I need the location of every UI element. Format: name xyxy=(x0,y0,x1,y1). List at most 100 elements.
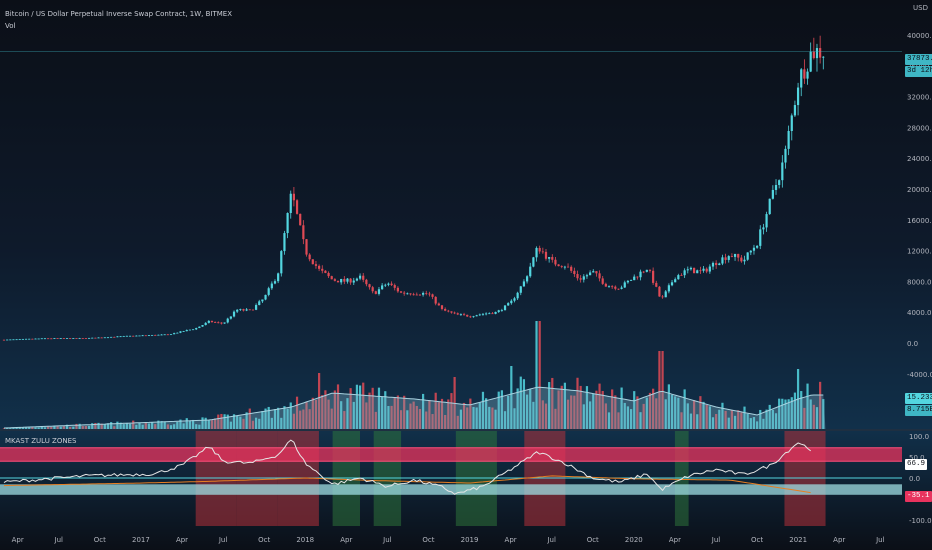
volume-bar xyxy=(768,404,771,429)
candle-body xyxy=(752,247,756,251)
volume-bar xyxy=(270,417,273,429)
currency-unit[interactable]: USD xyxy=(913,4,928,12)
candle-body xyxy=(481,313,485,315)
volume-bar xyxy=(91,423,94,429)
candle-body xyxy=(418,294,422,296)
volume-bar xyxy=(336,384,340,429)
volume-bar xyxy=(765,409,768,429)
candle-body xyxy=(403,292,406,294)
candle-body xyxy=(664,291,667,298)
candle-body xyxy=(607,286,611,288)
volume-bar xyxy=(727,417,730,429)
volume-bar xyxy=(352,401,355,429)
volume-bar xyxy=(371,387,374,429)
volume-bar xyxy=(724,410,727,429)
candle-body xyxy=(330,276,333,280)
candle-body xyxy=(589,272,592,276)
volume-bar xyxy=(658,351,661,429)
candle-body xyxy=(321,268,324,271)
indicator-tick-label: 50.0 xyxy=(909,454,925,462)
candle-body xyxy=(730,256,734,257)
candle-body xyxy=(84,338,88,339)
volume-bar xyxy=(462,402,466,429)
candle-body xyxy=(56,338,59,339)
candle-body xyxy=(667,285,670,292)
time-tick-label: Apr xyxy=(340,536,352,544)
volume-ma-line xyxy=(3,386,824,429)
candle-body xyxy=(182,331,185,332)
volume-bar xyxy=(333,390,336,429)
volume-bar xyxy=(173,424,176,429)
volume-bar xyxy=(437,402,440,429)
volume-bar xyxy=(201,417,204,429)
candle-body xyxy=(450,311,453,313)
candle-body xyxy=(421,292,425,295)
time-tick-label: Jul xyxy=(218,536,228,544)
candle-body xyxy=(560,266,563,267)
volume-bar xyxy=(138,422,141,429)
volume-bar xyxy=(806,383,809,429)
price-tick-label: 4000.0 xyxy=(907,309,932,317)
time-tick-label: Oct xyxy=(587,536,599,544)
volume-bar xyxy=(128,423,132,429)
volume-bar xyxy=(582,404,585,429)
volume-bar xyxy=(305,401,308,429)
candle-body xyxy=(500,310,503,311)
volume-bar xyxy=(289,402,292,429)
candle-body xyxy=(702,268,705,271)
volume-bar xyxy=(412,401,415,429)
volume-bar xyxy=(664,399,667,429)
candle-body xyxy=(295,200,299,214)
candle-body xyxy=(566,266,570,268)
volume-bar xyxy=(355,384,359,429)
volume-bar xyxy=(670,394,674,429)
candle-body xyxy=(40,338,43,340)
time-tick-label: 2017 xyxy=(132,536,150,544)
candle-body xyxy=(677,275,680,280)
candle-body xyxy=(188,329,192,331)
candle-body xyxy=(106,337,110,339)
candle-body xyxy=(428,293,431,295)
candle-body xyxy=(157,334,160,336)
volume-bar xyxy=(510,366,513,429)
candle-body xyxy=(365,279,368,285)
candle-body xyxy=(28,338,31,340)
time-tick-label: Jul xyxy=(546,536,556,544)
volume-bar xyxy=(629,409,633,429)
oscillator-layer xyxy=(3,439,812,495)
candle-body xyxy=(516,292,519,299)
volume-bar xyxy=(125,422,128,429)
volume-bar xyxy=(362,382,365,429)
candle-body xyxy=(261,299,264,302)
volume-bar xyxy=(81,426,84,429)
candle-body xyxy=(37,338,40,340)
candle-body xyxy=(803,69,806,79)
time-tick-label: Oct xyxy=(94,536,106,544)
volume-bar xyxy=(746,413,749,429)
volume-bar xyxy=(447,399,450,429)
candle-body xyxy=(488,313,491,315)
candle-body xyxy=(447,310,450,312)
candle-body xyxy=(822,56,825,58)
time-tick-label: Apr xyxy=(176,536,188,544)
volume-bar xyxy=(34,427,37,429)
candle-body xyxy=(311,259,314,265)
volume-bar xyxy=(84,426,88,429)
candle-body xyxy=(242,309,245,311)
candle-body xyxy=(774,184,778,190)
volume-bar xyxy=(674,396,677,429)
volume-label[interactable]: Vol xyxy=(5,22,16,30)
volume-bar xyxy=(381,396,384,429)
indicator-zones-layer xyxy=(0,447,902,495)
volume-bar xyxy=(24,427,28,429)
symbol-title[interactable]: Bitcoin / US Dollar Perpetual Inverse Sw… xyxy=(5,10,233,18)
volume-bar xyxy=(756,421,759,429)
volume-bar xyxy=(500,390,503,429)
candle-body xyxy=(169,334,173,336)
volume-bar xyxy=(399,410,403,429)
candle-body xyxy=(374,291,377,294)
indicator-title[interactable]: MKAST ZULU ZONES xyxy=(5,437,77,445)
volume-bar xyxy=(787,399,790,429)
volume-bar xyxy=(302,409,305,429)
